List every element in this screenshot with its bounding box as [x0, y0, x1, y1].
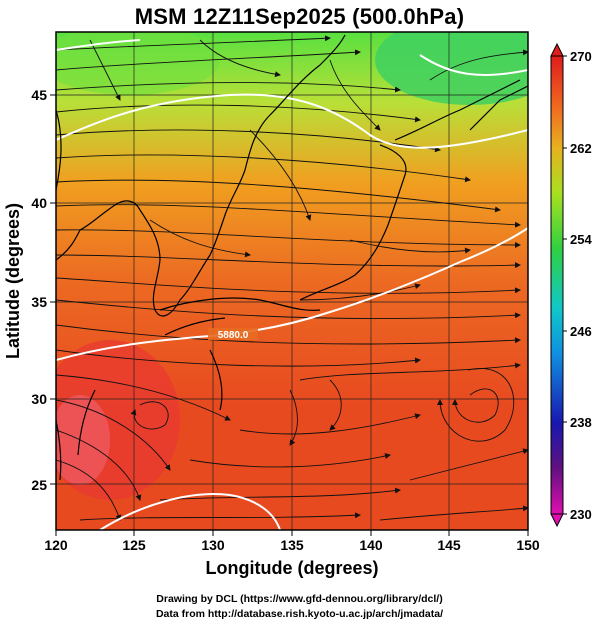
- colorbar-tick-label: 270: [570, 49, 592, 64]
- y-axis: [50, 94, 56, 485]
- wind-streamlines: [56, 35, 528, 521]
- x-tick-label: 120: [44, 537, 68, 553]
- cold-anomaly-northwest: [56, 32, 220, 95]
- colorbar-scale: [550, 55, 564, 515]
- contour-label: 5880.0: [218, 330, 249, 341]
- colorbar-tick-label: 238: [570, 415, 592, 430]
- colorbar-tick-label: 230: [570, 507, 592, 522]
- map-plot-area: 5880.0: [56, 32, 528, 530]
- x-axis-label: Longitude (degrees): [205, 558, 378, 578]
- x-tick-label: 140: [359, 537, 383, 553]
- colorbar-min-arrow: [550, 513, 564, 528]
- x-tick-label: 145: [437, 537, 461, 553]
- colorbar-max-arrow: [550, 42, 564, 57]
- y-axis-label: Latitude (degrees): [3, 203, 23, 359]
- colorbar-tick-label: 262: [570, 141, 592, 156]
- y-tick-label: 35: [31, 294, 47, 310]
- x-axis: [55, 530, 529, 536]
- x-tick-label: 135: [280, 537, 304, 553]
- contour-label-bg: [208, 328, 258, 340]
- map-title: MSM 12Z11Sep2025 (500.0hPa): [134, 4, 465, 29]
- colorbar-tick-label: 254: [570, 232, 592, 247]
- contour-lines: [56, 39, 528, 530]
- y-tick-labels: 25 30 35 40 45: [31, 87, 47, 493]
- colorbar: 270 262 254 246 238 230: [550, 42, 592, 528]
- colorbar-tick-label: 246: [570, 324, 592, 339]
- x-tick-label: 150: [516, 537, 540, 553]
- y-tick-label: 25: [31, 477, 47, 493]
- x-tick-label: 130: [201, 537, 225, 553]
- y-tick-label: 45: [31, 87, 47, 103]
- y-tick-label: 40: [31, 195, 47, 211]
- x-tick-label: 125: [122, 537, 146, 553]
- grid-lines: [56, 32, 528, 530]
- credit-data: Data from http://database.rish.kyoto-u.a…: [155, 608, 444, 620]
- cold-anomaly-northeast: [375, 32, 528, 105]
- x-tick-labels: 120 125 130 135 140 145 150: [44, 537, 540, 553]
- credit-drawing: Drawing by DCL (https://www.gfd-dennou.o…: [156, 593, 443, 605]
- warm-core-southwest: [56, 395, 110, 485]
- coastlines: [56, 34, 528, 481]
- y-tick-label: 30: [31, 391, 47, 407]
